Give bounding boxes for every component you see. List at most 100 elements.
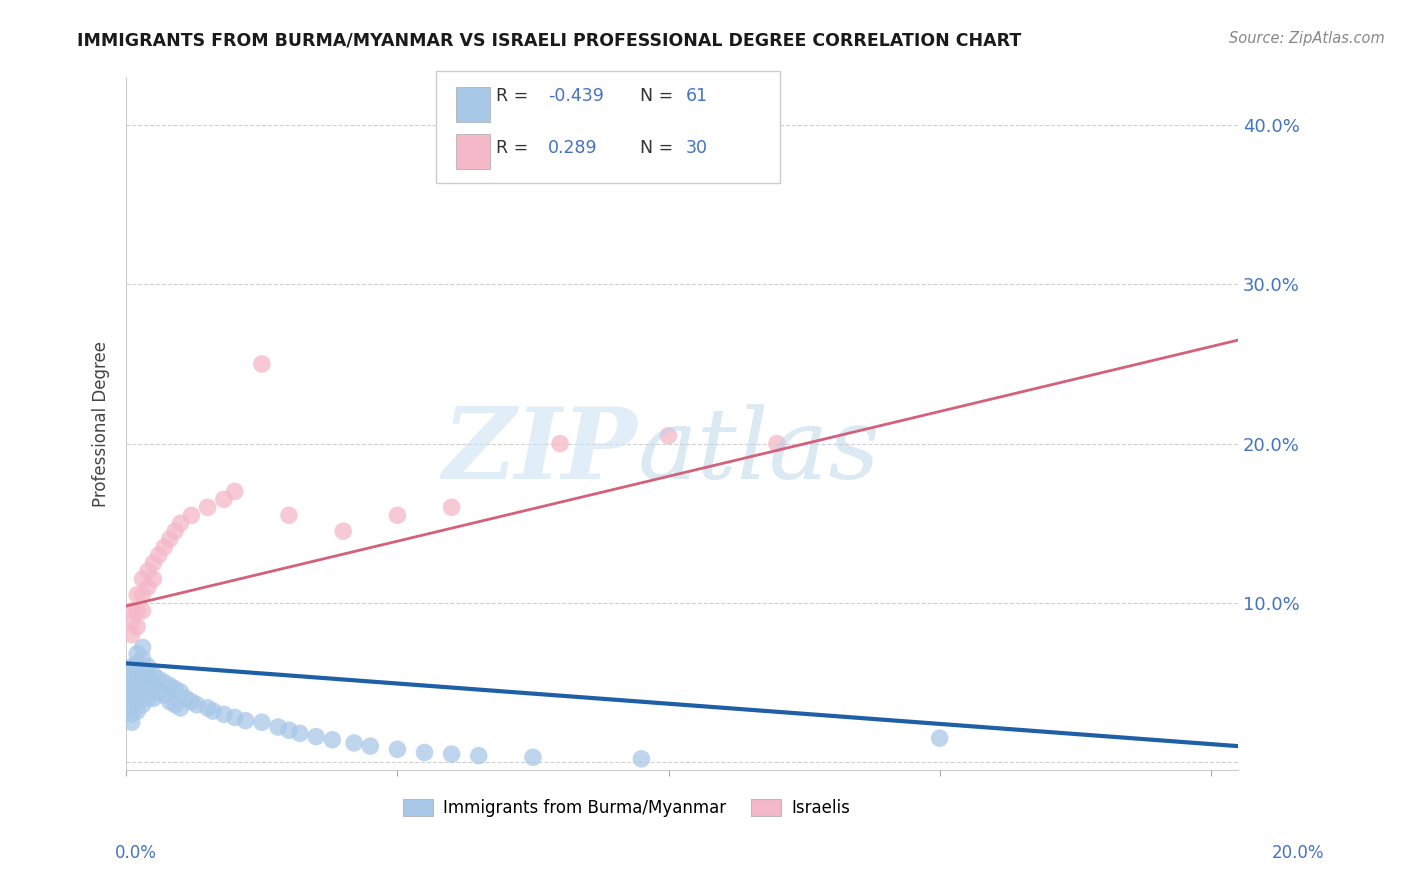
Point	[148, 672, 170, 686]
Point	[169, 701, 191, 715]
Point	[127, 704, 149, 718]
Text: -0.439: -0.439	[548, 87, 605, 105]
Point	[121, 691, 143, 706]
Point	[212, 492, 235, 507]
Point	[440, 500, 463, 515]
Point	[169, 516, 191, 531]
Point	[121, 628, 143, 642]
Text: 20.0%: 20.0%	[1272, 844, 1324, 862]
Point	[413, 746, 436, 760]
Point	[121, 715, 143, 730]
Point	[121, 699, 143, 714]
Text: 0.289: 0.289	[548, 138, 598, 157]
Point	[305, 730, 328, 744]
Point	[127, 694, 149, 708]
Point	[387, 508, 409, 523]
Point	[288, 726, 311, 740]
Point	[142, 679, 165, 693]
Point	[321, 732, 343, 747]
Point	[186, 698, 208, 712]
Text: 61: 61	[686, 87, 709, 105]
Point	[148, 548, 170, 562]
Point	[136, 669, 159, 683]
Point	[657, 428, 679, 442]
Point	[522, 750, 544, 764]
Point	[131, 640, 153, 655]
Point	[250, 357, 273, 371]
Point	[131, 604, 153, 618]
Point	[121, 667, 143, 681]
Text: IMMIGRANTS FROM BURMA/MYANMAR VS ISRAELI PROFESSIONAL DEGREE CORRELATION CHART: IMMIGRANTS FROM BURMA/MYANMAR VS ISRAELI…	[77, 31, 1022, 49]
Text: ZIP: ZIP	[443, 403, 638, 500]
Point	[440, 747, 463, 761]
Point	[127, 588, 149, 602]
Point	[928, 731, 950, 746]
Point	[153, 540, 176, 554]
Point	[142, 556, 165, 570]
Point	[136, 691, 159, 706]
Point	[142, 691, 165, 706]
Point	[121, 675, 143, 690]
Point	[278, 508, 301, 523]
Point	[235, 714, 257, 728]
Point	[165, 681, 187, 696]
Point	[174, 691, 197, 706]
Point	[131, 698, 153, 712]
Point	[468, 748, 491, 763]
Text: Source: ZipAtlas.com: Source: ZipAtlas.com	[1229, 31, 1385, 46]
Point	[121, 707, 143, 722]
Point	[136, 679, 159, 693]
Y-axis label: Professional Degree: Professional Degree	[93, 341, 110, 507]
Point	[131, 675, 153, 690]
Point	[136, 564, 159, 578]
Point	[278, 723, 301, 738]
Point	[212, 707, 235, 722]
Point	[136, 580, 159, 594]
Point	[159, 679, 181, 693]
Point	[131, 663, 153, 677]
Point	[121, 659, 143, 673]
Text: N =: N =	[640, 138, 679, 157]
Point	[169, 685, 191, 699]
Legend: Immigrants from Burma/Myanmar, Israelis: Immigrants from Burma/Myanmar, Israelis	[396, 792, 856, 824]
Point	[131, 687, 153, 701]
Point	[224, 484, 246, 499]
Point	[142, 572, 165, 586]
Text: R =: R =	[496, 138, 534, 157]
Point	[165, 524, 187, 538]
Point	[332, 524, 354, 538]
Point	[159, 532, 181, 546]
Point	[127, 657, 149, 671]
Point	[121, 683, 143, 698]
Point	[159, 694, 181, 708]
Text: 0.0%: 0.0%	[115, 844, 157, 862]
Point	[250, 715, 273, 730]
Point	[202, 704, 225, 718]
Point	[131, 651, 153, 665]
Point	[197, 500, 219, 515]
Point	[127, 647, 149, 661]
Point	[267, 720, 290, 734]
Text: N =: N =	[640, 87, 679, 105]
Point	[630, 752, 652, 766]
Point	[197, 701, 219, 715]
Text: 30: 30	[686, 138, 709, 157]
Point	[180, 508, 202, 523]
Point	[127, 685, 149, 699]
Point	[387, 742, 409, 756]
Point	[148, 685, 170, 699]
Point	[153, 688, 176, 702]
Point	[548, 436, 571, 450]
Point	[142, 667, 165, 681]
Point	[359, 739, 381, 753]
Point	[127, 675, 149, 690]
Point	[127, 620, 149, 634]
Text: R =: R =	[496, 87, 534, 105]
Point	[136, 659, 159, 673]
Point	[121, 615, 143, 629]
Text: atlas: atlas	[638, 404, 880, 499]
Point	[131, 588, 153, 602]
Point	[224, 710, 246, 724]
Point	[343, 736, 366, 750]
Point	[121, 604, 143, 618]
